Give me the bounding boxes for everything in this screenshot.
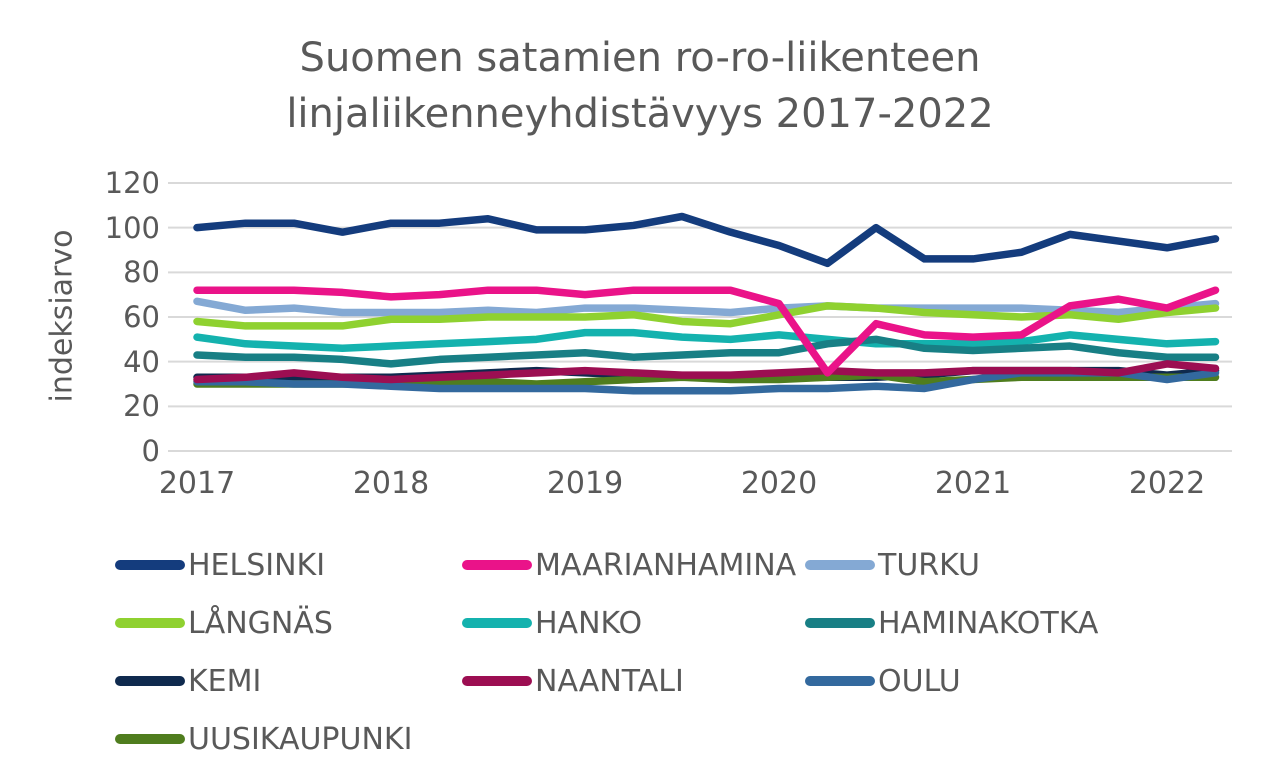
legend-swatch-oulu: [805, 676, 875, 686]
legend-label-naantali: NAANTALI: [535, 663, 684, 699]
legend-swatch-turku: [805, 560, 875, 570]
x-tick-label-2020: 2020: [740, 466, 818, 501]
legend-swatch-kemi: [115, 676, 185, 686]
legend-item-turku: TURKU: [805, 545, 980, 585]
chart-title-line2: linjaliikenneyhdistävyys 2017-2022: [286, 91, 994, 137]
chart-title: Suomen satamien ro-ro-liikenteen linjali…: [0, 30, 1280, 142]
series-line-hanko: [193, 328, 1220, 353]
legend-label-oulu: OULU: [878, 663, 961, 699]
legend-item-maarianhamina: MAARIANHAMINA: [462, 545, 796, 585]
legend-label-hanko: HANKO: [535, 605, 643, 641]
legend-item-hanko: HANKO: [462, 603, 642, 643]
series-line-turku: [193, 297, 1220, 317]
y-tick-label-40: 40: [123, 344, 160, 379]
series-line-helsinki: [193, 212, 1220, 268]
series-line-haminakotka: [193, 335, 1220, 368]
y-tick-label-60: 60: [123, 300, 160, 334]
legend-label-uusikaupunki: UUSIKAUPUNKI: [188, 721, 413, 757]
legend-label-maarianhamina: MAARIANHAMINA: [535, 547, 797, 583]
x-tick-label-2019: 2019: [546, 466, 624, 501]
legend-label-haminakotka: HAMINAKOTKA: [878, 605, 1099, 641]
legend-item-l-ngn-s: LÅNGNÄS: [115, 603, 333, 643]
legend-item-helsinki: HELSINKI: [115, 545, 325, 585]
legend-swatch-haminakotka: [805, 618, 875, 628]
legend-label-helsinki: HELSINKI: [188, 547, 326, 583]
legend-swatch-maarianhamina: [462, 560, 532, 570]
series-line-naantali: [193, 360, 1220, 384]
legend-swatch-uusikaupunki: [115, 734, 185, 744]
chart-title-line1: Suomen satamien ro-ro-liikenteen: [299, 35, 981, 81]
legend-swatch-naantali: [462, 676, 532, 686]
y-tick-label-20: 20: [123, 389, 160, 424]
legend-label-turku: TURKU: [878, 547, 980, 583]
y-tick-label-0: 0: [141, 434, 160, 468]
x-tick-label-2018: 2018: [352, 466, 430, 501]
legend-item-haminakotka: HAMINAKOTKA: [805, 603, 1098, 643]
legend-item-naantali: NAANTALI: [462, 661, 684, 701]
series-line-maarianhamina: [193, 286, 1220, 377]
y-tick-label-80: 80: [123, 255, 160, 290]
legend-item-uusikaupunki: UUSIKAUPUNKI: [115, 719, 412, 759]
legend-item-kemi: KEMI: [115, 661, 261, 701]
x-tick-label-2022: 2022: [1128, 466, 1206, 501]
legend-label-l-ngn-s: LÅNGNÄS: [188, 605, 333, 641]
legend-swatch-l-ngn-s: [115, 618, 185, 628]
legend-label-kemi: KEMI: [188, 663, 262, 699]
series-line-l-ngn-s: [193, 302, 1220, 330]
legend-item-oulu: OULU: [805, 661, 961, 701]
legend-swatch-hanko: [462, 618, 532, 628]
x-tick-label-2021: 2021: [934, 466, 1012, 501]
y-tick-label-100: 100: [104, 210, 160, 245]
legend-swatch-helsinki: [115, 560, 185, 570]
x-tick-label-2017: 2017: [158, 466, 236, 501]
y-tick-label-120: 120: [104, 166, 160, 200]
legend: HELSINKI MAARIANHAMINA TURKU LÅNGNÄS HANKO HA…: [0, 545, 1280, 778]
